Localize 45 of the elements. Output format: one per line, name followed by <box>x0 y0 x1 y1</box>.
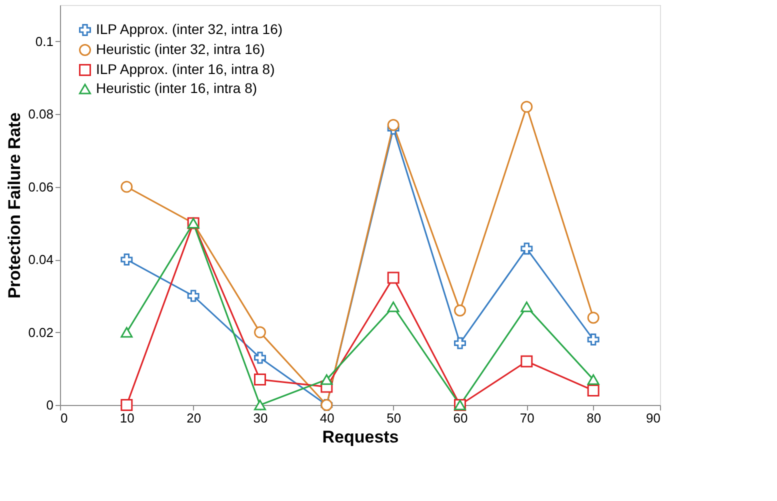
y-tick-label: 0 <box>46 398 54 412</box>
x-axis-title: Requests <box>322 428 399 446</box>
x-tick-label: 40 <box>320 410 334 426</box>
point <box>387 302 400 312</box>
legend-label: ILP Approx. (inter 32, intra 16) <box>96 21 283 37</box>
x-tick-label: 90 <box>646 410 660 426</box>
x-tick-label: 30 <box>253 410 268 426</box>
x-tick-label: 70 <box>520 410 534 426</box>
point <box>520 100 533 113</box>
y-tick-label: 0.1 <box>35 34 54 49</box>
y-tick-label: 0.02 <box>28 324 54 340</box>
point <box>520 302 533 312</box>
legend-label: Heuristic (inter 32, intra 16) <box>96 41 265 57</box>
y-tick-label: 0.04 <box>28 252 54 268</box>
point <box>120 180 133 193</box>
point <box>520 355 533 368</box>
legend-label: ILP Approx. (inter 16, intra 8) <box>96 61 275 77</box>
x-tick-label: 60 <box>453 410 468 426</box>
point <box>254 352 266 364</box>
point <box>120 399 133 411</box>
point <box>120 326 133 338</box>
x-tick-label: 20 <box>186 410 202 426</box>
y-tick-label: 0.08 <box>28 106 54 122</box>
point <box>254 326 266 338</box>
point <box>387 272 400 284</box>
point <box>254 400 266 410</box>
x-tick-label: 10 <box>120 410 134 426</box>
x-tick-label: 80 <box>586 410 602 426</box>
legend-label: Heuristic (inter 16, intra 8) <box>96 80 258 96</box>
point <box>454 304 466 316</box>
point <box>520 242 533 255</box>
point <box>320 374 333 385</box>
point <box>587 334 600 346</box>
y-axis-title: Protection Failure Rate <box>5 112 24 299</box>
point <box>587 384 600 396</box>
point <box>187 290 200 302</box>
y-tick-label: 0.06 <box>28 179 54 194</box>
point <box>454 337 466 350</box>
point <box>120 254 133 266</box>
point <box>587 312 600 324</box>
point <box>587 374 600 385</box>
point <box>387 119 400 131</box>
x-tick-label: 0 <box>60 410 68 426</box>
x-tick-label: 50 <box>386 410 402 426</box>
point <box>254 374 266 386</box>
